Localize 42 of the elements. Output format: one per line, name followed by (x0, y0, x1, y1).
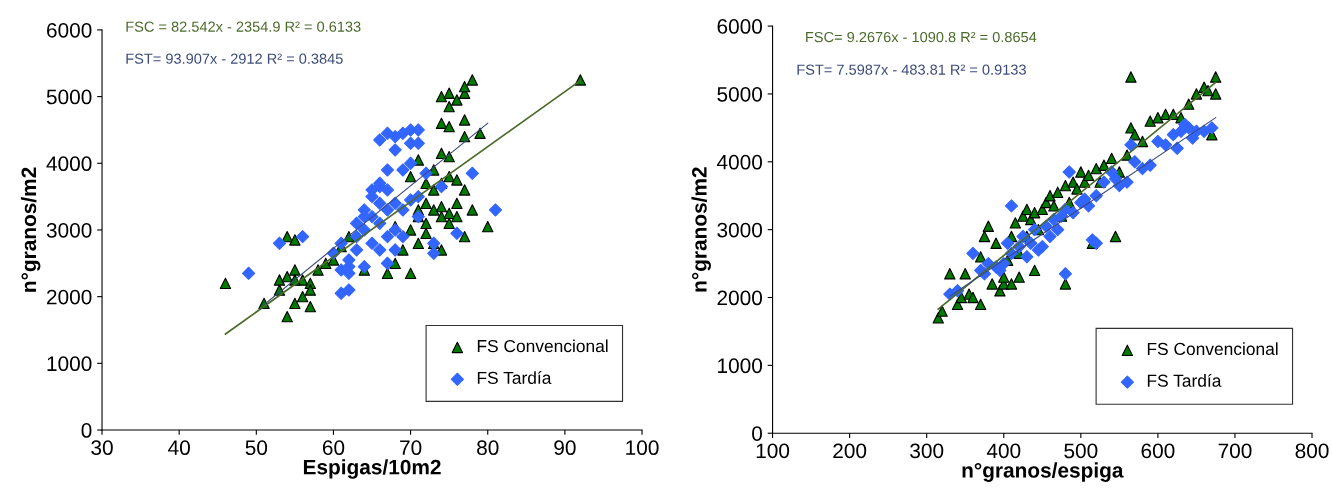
x-tick-label: 50 (245, 440, 268, 456)
x-tick-label: 600 (1141, 443, 1175, 459)
x-tick-label: 500 (1064, 443, 1098, 459)
legend-label: FS Convencional (477, 339, 608, 353)
x-tick-label: 400 (986, 443, 1021, 459)
y-tick-label: 0 (81, 423, 92, 438)
x-tick-label: 100 (626, 440, 659, 456)
x-tick-label: 100 (756, 443, 790, 459)
x-tick-label: 40 (168, 440, 190, 456)
y-tick-label: 3000 (717, 222, 763, 238)
y-tick-label: 4000 (46, 156, 92, 172)
x-tick-label: 80 (477, 440, 499, 456)
x-axis-title: Espigas/10m2 (303, 459, 441, 479)
x-tick-label: 300 (910, 443, 944, 459)
x-tick-label: 700 (1218, 443, 1252, 459)
y-axis-title: n°granos/m2 (691, 167, 711, 292)
legend-label: FS Tardía (1147, 373, 1222, 387)
y-tick-label: 4000 (716, 154, 763, 170)
y-tick-label: 5000 (717, 86, 763, 102)
legend-label: FS Convencional (1147, 342, 1278, 356)
y-tick-label: 3000 (46, 222, 92, 238)
y-tick-label: 1000 (47, 356, 92, 372)
x-tick-label: 90 (554, 440, 576, 456)
y-tick-label: 2000 (47, 289, 92, 305)
y-tick-label: 0 (752, 426, 763, 441)
x-tick-label: 60 (322, 440, 345, 456)
y-axis-title: n°granos/m2 (20, 167, 41, 292)
y-tick-label: 6000 (47, 22, 92, 38)
x-axis-title: n°granos/espiga (962, 462, 1124, 482)
y-tick-label: 6000 (717, 19, 763, 34)
x-tick-label: 30 (91, 440, 113, 456)
y-tick-label: 1000 (718, 358, 763, 374)
x-tick-label: 200 (833, 443, 867, 459)
annotation: FSC = 82.542x - 2354.9 R² = 0.6133 (126, 21, 361, 32)
x-tick-label: 70 (400, 440, 422, 456)
annotation: FST= 93.907x - 2912 R² = 0.3845 (126, 53, 343, 64)
legend-label: FS Tardía (477, 371, 552, 385)
annotation: FST= 7.5987x - 483.81 R² = 0.9133 (797, 64, 1026, 75)
annotation: FSC= 9.2676x - 1090.8 R² = 0.8654 (806, 31, 1037, 43)
x-tick-label: 800 (1295, 443, 1329, 459)
y-tick-label: 5000 (46, 89, 92, 105)
y-tick-label: 2000 (717, 290, 763, 306)
